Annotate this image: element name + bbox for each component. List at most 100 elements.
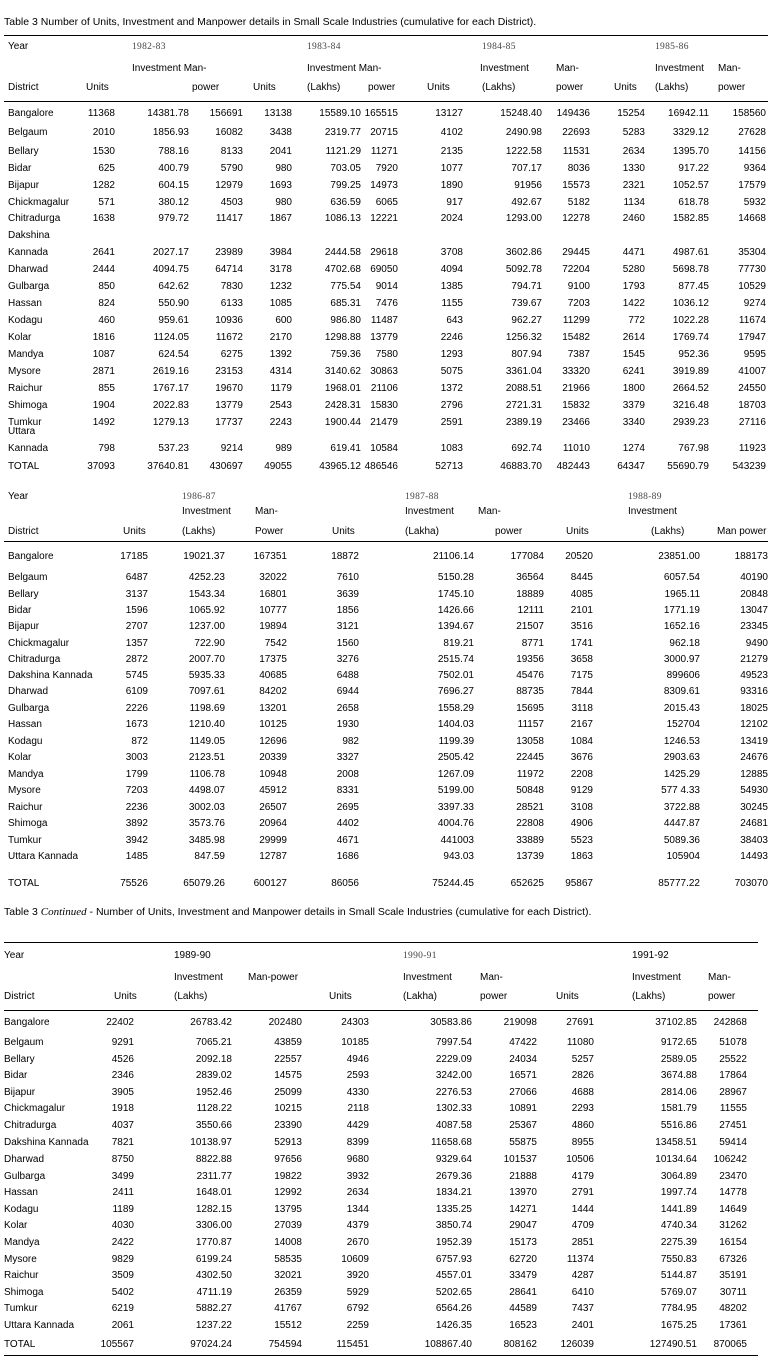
table-cell: 986.80 — [330, 315, 361, 326]
district-name: Kolar — [8, 332, 32, 343]
district-name: Dakshina Kannada — [4, 1137, 89, 1148]
table-cell: 460 — [98, 315, 115, 326]
header-lakhs: (Lakhs) — [655, 82, 689, 93]
table-cell: 33479 — [509, 1270, 537, 1281]
table-cell: 1237.00 — [188, 621, 225, 632]
table-cell: 1543.34 — [188, 589, 225, 600]
table-cell: 5929 — [346, 1287, 369, 1298]
table-cell: 97656 — [274, 1154, 302, 1165]
header-man: Man- — [255, 506, 278, 517]
table-cell: 6219 — [111, 1303, 134, 1314]
table-cell: 1085 — [269, 298, 292, 309]
table-cell: 13047 — [740, 605, 768, 616]
district-name: Mandya — [8, 769, 44, 780]
district-name: Shimoga — [4, 1287, 44, 1298]
district-name: Shimoga — [8, 400, 48, 411]
table-cell: 1106.78 — [189, 769, 225, 780]
table-cell: 30583.86 — [430, 1017, 472, 1028]
table-cell: 722.90 — [194, 638, 225, 649]
table-cell: 20848 — [740, 589, 768, 600]
header-man: Man- — [708, 972, 731, 983]
caption-prefix: Table 3 — [4, 906, 38, 918]
table-cell: 2088.51 — [505, 383, 542, 394]
header-year-value: 1989-90 — [174, 950, 211, 961]
table-cell: 2641 — [92, 247, 115, 258]
table-cell: 4429 — [346, 1120, 369, 1131]
table-cell: 4330 — [346, 1087, 369, 1098]
table-cell: 72204 — [562, 264, 590, 275]
table-cell: 850 — [98, 281, 115, 292]
table-cell: 6488 — [336, 670, 359, 681]
table-cell: 12102 — [740, 719, 768, 730]
table-cell: 58535 — [274, 1254, 302, 1265]
district-name: Bidar — [8, 605, 32, 616]
table-cell: 4314 — [269, 366, 292, 377]
table-cell: 1395.70 — [672, 146, 709, 157]
table-cell: 7387 — [567, 349, 590, 360]
district-name: Bijapur — [4, 1087, 36, 1098]
header-year-value: 1985-86 — [655, 42, 689, 52]
table-cell: 1302.33 — [435, 1103, 472, 1114]
table-cell: 16154 — [719, 1237, 747, 1248]
table-cell: 3438 — [269, 127, 292, 138]
table-cell: 4379 — [346, 1220, 369, 1231]
table-cell: 2170 — [269, 332, 292, 343]
table-cell: 2123.51 — [188, 752, 225, 763]
total-row-label: TOTAL — [8, 878, 40, 889]
table-cell: 9172.65 — [660, 1037, 697, 1048]
table-cell: 1426.66 — [437, 605, 474, 616]
table-cell: 1444 — [571, 1204, 594, 1215]
table-cell: 27691 — [566, 1017, 594, 1028]
table-cell: 1404.03 — [437, 719, 474, 730]
table-cell: 1441.89 — [660, 1204, 697, 1215]
table-cell: 11923 — [738, 443, 766, 454]
table-cell: 619.41 — [330, 443, 361, 454]
table-cell: 3397.33 — [437, 802, 474, 813]
table-cell: 27116 — [738, 417, 766, 428]
header-units: Units — [566, 526, 589, 537]
table-cell: 2411 — [112, 1187, 134, 1198]
table-cell: 6057.54 — [663, 572, 700, 583]
table-cell: 55875 — [509, 1137, 537, 1148]
table-cell: 14649 — [719, 1204, 747, 1215]
table-cell: 1856.93 — [152, 127, 189, 138]
table-cell: 11417 — [215, 213, 243, 224]
table-cell: 982 — [342, 736, 359, 747]
district-name: Hassan — [8, 719, 42, 730]
table-cell: 3242.00 — [435, 1070, 472, 1081]
table-cell: 28641 — [509, 1287, 537, 1298]
table-cell: 600127 — [253, 878, 287, 889]
table-cell: 9364 — [743, 163, 766, 174]
header-year-value: 1986-87 — [182, 492, 216, 502]
table-cell: 1485 — [125, 851, 148, 862]
table-cell: 979.72 — [158, 213, 189, 224]
table-cell: 4102 — [440, 127, 463, 138]
table-cell: 10948 — [259, 769, 287, 780]
header-lakhs: (Lakhs) — [174, 991, 208, 1002]
header-power: Power — [255, 526, 284, 537]
table-cell: 84202 — [259, 686, 287, 697]
table-cell: 21479 — [370, 417, 398, 428]
table-cell: 441003 — [440, 835, 474, 846]
table-cell: 636.59 — [330, 197, 361, 208]
table-cell: 30711 — [719, 1287, 747, 1298]
table-cell: 11674 — [738, 315, 766, 326]
table-cell: 794.71 — [511, 281, 542, 292]
table-cell: 7550.83 — [660, 1254, 697, 1265]
table-cell: 13201 — [259, 703, 287, 714]
table-cell: 1581.79 — [660, 1103, 697, 1114]
table-cell: 847.59 — [194, 851, 225, 862]
table-cell: 943.03 — [443, 851, 474, 862]
table-cell: 707.17 — [511, 163, 542, 174]
header-year-value: 1982-83 — [132, 42, 166, 52]
table-cell: 917 — [446, 197, 463, 208]
table-cell: 14493 — [740, 851, 768, 862]
table-cell: 1596 — [125, 605, 148, 616]
table-cell: 571 — [98, 197, 115, 208]
table-cell: 1686 — [336, 851, 359, 862]
table-cell: 1968.01 — [324, 383, 361, 394]
table-cell: 106242 — [713, 1154, 747, 1165]
district-name: Kodagu — [4, 1204, 39, 1215]
table-cell: 149436 — [556, 108, 590, 119]
table-cell: 25099 — [274, 1087, 302, 1098]
